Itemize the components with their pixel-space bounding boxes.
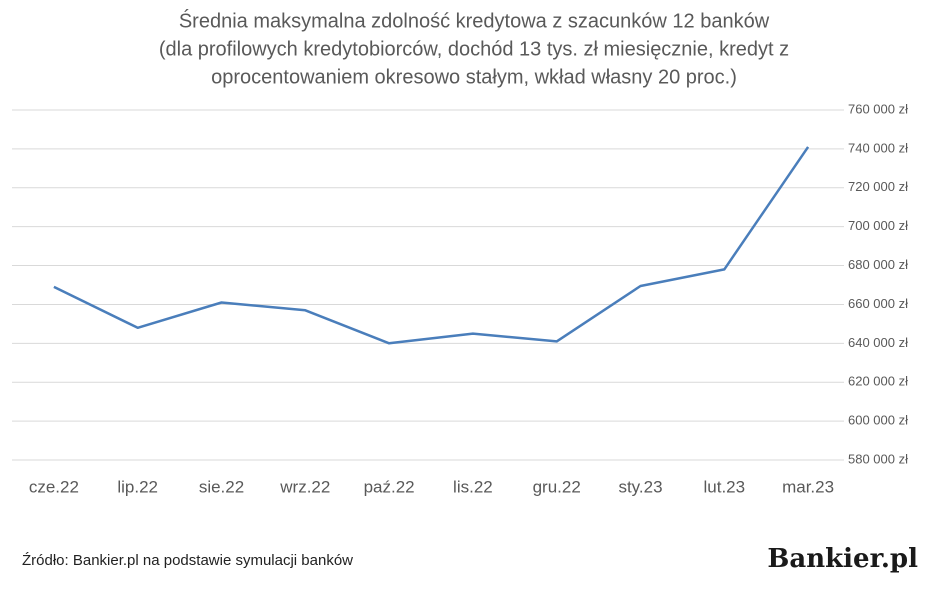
y-tick-label: 720 000 zł	[848, 179, 908, 194]
y-tick-label: 680 000 zł	[848, 257, 908, 272]
source-note: Źródło: Bankier.pl na podstawie symulacj…	[22, 552, 353, 569]
y-tick-label: 580 000 zł	[848, 451, 908, 466]
chart-title: Średnia maksymalna zdolność kredytowa z …	[179, 8, 770, 32]
x-tick-label: lut.23	[704, 477, 746, 496]
x-tick-label: mar.23	[782, 477, 834, 496]
chart-subtitle: (dla profilowych kredytobiorców, dochód …	[159, 38, 789, 60]
y-tick-label: 620 000 zł	[848, 374, 908, 389]
y-tick-label: 640 000 zł	[848, 335, 908, 350]
x-tick-label: gru.22	[533, 477, 581, 496]
x-tick-label: wrz.22	[279, 477, 330, 496]
x-tick-label: cze.22	[29, 477, 79, 496]
x-tick-label: lis.22	[453, 477, 493, 496]
chart-subtitle: oprocentowaniem okresowo stałym, wkład w…	[211, 66, 737, 88]
y-tick-label: 660 000 zł	[848, 296, 908, 311]
y-tick-label: 760 000 zł	[848, 101, 908, 116]
x-tick-label: lip.22	[117, 477, 158, 496]
x-tick-label: sty.23	[618, 477, 662, 496]
logo: Bankier.pl	[767, 544, 918, 574]
x-tick-label: paź.22	[364, 477, 415, 496]
x-tick-label: sie.22	[199, 477, 244, 496]
y-tick-label: 700 000 zł	[848, 218, 908, 233]
data-line	[53, 146, 810, 345]
y-tick-label: 600 000 zł	[848, 413, 908, 428]
y-tick-label: 740 000 zł	[848, 140, 908, 155]
